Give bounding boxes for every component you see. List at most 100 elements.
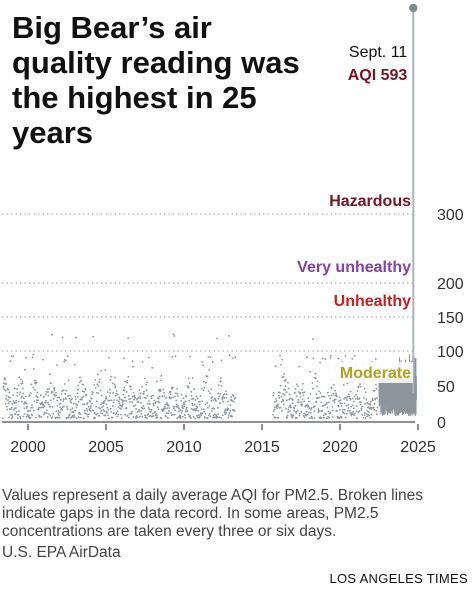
scatter-point: [176, 417, 178, 420]
scatter-point: [34, 379, 37, 382]
scatter-point: [310, 408, 312, 411]
scatter-point: [334, 389, 336, 392]
scatter-point: [114, 376, 116, 379]
scatter-point: [369, 400, 372, 403]
scatter-point: [100, 409, 103, 412]
scatter-point: [141, 360, 144, 363]
scatter-point: [5, 383, 8, 385]
scatter-point: [32, 409, 35, 412]
scatter-point: [168, 407, 171, 410]
scatter-point: [46, 388, 49, 391]
scatter-point: [94, 411, 96, 414]
scatter-point: [184, 410, 187, 413]
scatter-point: [67, 395, 70, 397]
scatter-point: [175, 403, 178, 406]
scatter-point: [148, 408, 151, 411]
scatter-point: [167, 404, 170, 407]
scatter-point: [174, 392, 177, 395]
scatter-point: [364, 417, 367, 420]
scatter-point: [332, 392, 335, 395]
scatter-point: [358, 397, 361, 400]
scatter-point: [303, 391, 306, 394]
scatter-point: [337, 405, 340, 408]
scatter-point: [305, 404, 308, 407]
scatter-point: [184, 416, 186, 419]
scatter-point: [318, 396, 321, 399]
scatter-point: [375, 387, 378, 390]
scatter-point: [135, 414, 138, 417]
scatter-point: [18, 393, 21, 396]
scatter-point: [180, 394, 183, 396]
scatter-point: [287, 408, 290, 411]
scatter-point: [277, 403, 279, 406]
scatter-point: [17, 400, 20, 403]
scatter-point: [137, 396, 140, 399]
scatter-point: [188, 399, 191, 402]
scatter-point: [207, 406, 209, 409]
scatter-point: [210, 388, 212, 391]
x-tick-label-2010: 2010: [166, 439, 202, 456]
scatter-point: [302, 382, 304, 385]
scatter-point: [297, 401, 300, 404]
scatter-point: [84, 409, 86, 412]
scatter-point: [103, 402, 105, 405]
scatter-point: [354, 397, 357, 400]
scatter-point: [349, 398, 352, 401]
scatter-point: [283, 373, 286, 375]
scatter-point: [305, 414, 307, 417]
scatter-point: [68, 397, 71, 400]
scatter-point: [177, 395, 179, 398]
scatter-point: [220, 359, 223, 362]
scatter-point: [40, 416, 43, 418]
scatter-point: [210, 399, 213, 402]
scatter-point: [92, 409, 95, 412]
scatter-point: [322, 414, 325, 417]
scatter-point: [71, 397, 73, 400]
scatter-point: [189, 417, 192, 419]
scatter-point: [5, 398, 7, 400]
scatter-point: [228, 412, 231, 414]
scatter-point: [208, 414, 210, 417]
scatter-point: [119, 408, 122, 410]
scatter-point: [276, 407, 278, 410]
scatter-point: [2, 417, 4, 420]
scatter-point: [46, 416, 49, 418]
scatter-point: [45, 399, 47, 402]
scatter-point: [15, 399, 18, 402]
scatter-point: [139, 397, 142, 400]
scatter-point: [336, 410, 338, 413]
scatter-point: [111, 416, 114, 419]
scatter-point: [32, 386, 35, 389]
scatter-point: [61, 336, 64, 339]
scatter-point: [326, 417, 329, 420]
scatter-point: [143, 396, 146, 399]
scatter-point: [211, 396, 214, 399]
footnote: Values represent a daily average AQI for…: [2, 487, 424, 540]
scatter-point: [136, 411, 139, 413]
scatter-point: [110, 399, 113, 402]
scatter-point: [86, 402, 89, 404]
scatter-point: [324, 358, 327, 361]
scatter-point: [141, 415, 144, 418]
peak-date-label: Sept. 11: [349, 44, 408, 61]
scatter-point: [175, 399, 178, 402]
scatter-point: [128, 400, 131, 403]
scatter-point: [55, 394, 58, 396]
scatter-point: [359, 385, 362, 388]
scatter-point: [65, 359, 67, 362]
scatter-point: [142, 390, 145, 393]
scatter-point: [24, 402, 27, 404]
scatter-point: [18, 410, 20, 413]
scatter-point: [126, 414, 129, 417]
scatter-point: [347, 393, 350, 396]
scatter-point: [28, 394, 31, 396]
scatter-point: [116, 393, 119, 396]
scatter-point: [133, 398, 136, 401]
scatter-point: [330, 394, 333, 397]
scatter-point: [15, 411, 18, 413]
scatter-point: [192, 416, 195, 418]
scatter-point: [100, 394, 103, 397]
scatter-point: [317, 408, 320, 410]
scatter-point: [227, 408, 230, 411]
scatter-point: [348, 395, 351, 398]
